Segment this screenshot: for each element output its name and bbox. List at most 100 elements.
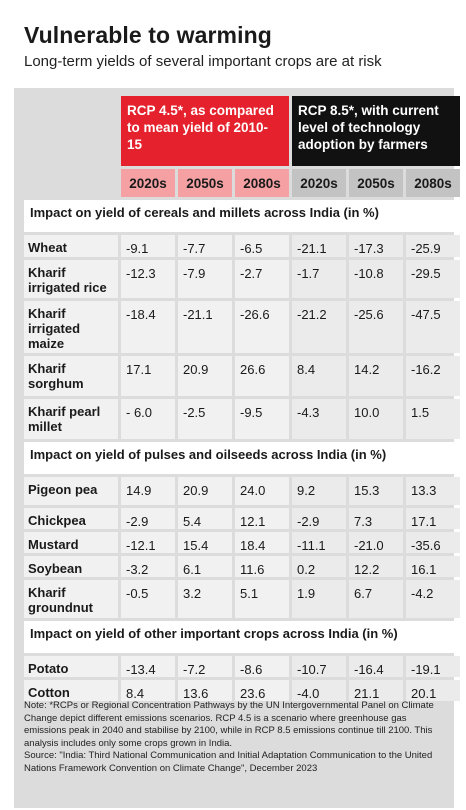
- yield-value: 23.6: [235, 680, 289, 701]
- yield-value: 13.3: [406, 477, 460, 505]
- decade-header: 2080s: [235, 169, 289, 197]
- yield-value: 26.6: [235, 356, 289, 396]
- yield-value: -16.2: [406, 356, 460, 396]
- yield-value: 12.2: [349, 556, 403, 577]
- yield-value: 8.4: [292, 356, 346, 396]
- yield-value: -47.5: [406, 301, 460, 353]
- yield-value: -3.2: [121, 556, 175, 577]
- rcp85-header: RCP 8.5*, with current level of technolo…: [292, 96, 460, 166]
- yield-value: 8.4: [121, 680, 175, 701]
- yield-value: 13.6: [178, 680, 232, 701]
- yield-table: RCP 4.5*, as compared to mean yield of 2…: [24, 96, 460, 701]
- yield-value: 7.3: [349, 508, 403, 529]
- yield-value: -13.4: [121, 656, 175, 677]
- yield-value: 15.4: [178, 532, 232, 553]
- yield-value: -2.9: [292, 508, 346, 529]
- yield-value: 11.6: [235, 556, 289, 577]
- yield-value: 17.1: [121, 356, 175, 396]
- yield-value: 20.9: [178, 477, 232, 505]
- yield-value: 14.2: [349, 356, 403, 396]
- yield-value: -25.9: [406, 235, 460, 257]
- yield-value: -8.6: [235, 656, 289, 677]
- yield-value: 9.2: [292, 477, 346, 505]
- rcp45-header: RCP 4.5*, as compared to mean yield of 2…: [121, 96, 289, 166]
- yield-value: 6.7: [349, 580, 403, 618]
- crop-name: Kharif groundnut: [24, 580, 118, 618]
- header-spacer: [24, 96, 118, 197]
- crop-name: Mustard: [24, 532, 118, 553]
- yield-value: -19.1: [406, 656, 460, 677]
- note-text: Note: *RCPs or Regional Concentration Pa…: [24, 700, 434, 749]
- yield-value: -10.8: [349, 260, 403, 298]
- section-title: Impact on yield of cereals and millets a…: [24, 200, 460, 232]
- source-text: Source: "India: Third National Communica…: [24, 750, 433, 774]
- section-title: Impact on yield of pulses and oilseeds a…: [24, 442, 460, 474]
- yield-value: -18.4: [121, 301, 175, 353]
- yield-value: 20.1: [406, 680, 460, 701]
- yield-value: 21.1: [349, 680, 403, 701]
- crop-name: Pigeon pea: [24, 477, 118, 505]
- yield-value: 6.1: [178, 556, 232, 577]
- yield-value: 1.5: [406, 399, 460, 439]
- crop-name: Kharif pearl millet: [24, 399, 118, 439]
- yield-value: -21.0: [349, 532, 403, 553]
- yield-value: 1.9: [292, 580, 346, 618]
- yield-value: 14.9: [121, 477, 175, 505]
- yield-value: -4.0: [292, 680, 346, 701]
- yield-value: -4.2: [406, 580, 460, 618]
- yield-value: 5.1: [235, 580, 289, 618]
- decade-header: 2050s: [178, 169, 232, 197]
- crop-name: Soybean: [24, 556, 118, 577]
- yield-value: -21.1: [292, 235, 346, 257]
- yield-value: 15.3: [349, 477, 403, 505]
- yield-value: 20.9: [178, 356, 232, 396]
- yield-value: -7.9: [178, 260, 232, 298]
- yield-value: -2.9: [121, 508, 175, 529]
- page-subtitle: Long-term yields of several important cr…: [24, 53, 382, 70]
- yield-value: -29.5: [406, 260, 460, 298]
- crop-name: Cotton: [24, 680, 118, 701]
- yield-value: 10.0: [349, 399, 403, 439]
- yield-value: -26.6: [235, 301, 289, 353]
- yield-value: 17.1: [406, 508, 460, 529]
- yield-value: -9.5: [235, 399, 289, 439]
- crop-name: Kharif irrigated maize: [24, 301, 118, 353]
- yield-value: -21.2: [292, 301, 346, 353]
- yield-value: -2.5: [178, 399, 232, 439]
- yield-value: -11.1: [292, 532, 346, 553]
- yield-value: -10.7: [292, 656, 346, 677]
- yield-value: 18.4: [235, 532, 289, 553]
- yield-value: -6.5: [235, 235, 289, 257]
- yield-value: 5.4: [178, 508, 232, 529]
- crop-name: Potato: [24, 656, 118, 677]
- table-panel: RCP 4.5*, as compared to mean yield of 2…: [14, 88, 460, 808]
- yield-value: -25.6: [349, 301, 403, 353]
- yield-value: -21.1: [178, 301, 232, 353]
- yield-value: 24.0: [235, 477, 289, 505]
- yield-value: -7.2: [178, 656, 232, 677]
- yield-value: 3.2: [178, 580, 232, 618]
- yield-value: 16.1: [406, 556, 460, 577]
- yield-value: -0.5: [121, 580, 175, 618]
- footnote: Note: *RCPs or Regional Concentration Pa…: [24, 700, 444, 775]
- decade-header: 2080s: [406, 169, 460, 197]
- yield-value: -35.6: [406, 532, 460, 553]
- yield-value: -9.1: [121, 235, 175, 257]
- yield-value: -17.3: [349, 235, 403, 257]
- yield-value: - 6.0: [121, 399, 175, 439]
- yield-value: -2.7: [235, 260, 289, 298]
- crop-name: Wheat: [24, 235, 118, 257]
- yield-value: 12.1: [235, 508, 289, 529]
- yield-value: -12.3: [121, 260, 175, 298]
- yield-value: -12.1: [121, 532, 175, 553]
- decade-header: 2050s: [349, 169, 403, 197]
- yield-value: -1.7: [292, 260, 346, 298]
- yield-value: 0.2: [292, 556, 346, 577]
- section-title: Impact on yield of other important crops…: [24, 621, 460, 653]
- crop-name: Kharif irrigated rice: [24, 260, 118, 298]
- decade-header: 2020s: [121, 169, 175, 197]
- page-title: Vulnerable to warming: [24, 22, 272, 48]
- crop-name: Chickpea: [24, 508, 118, 529]
- decade-header: 2020s: [292, 169, 346, 197]
